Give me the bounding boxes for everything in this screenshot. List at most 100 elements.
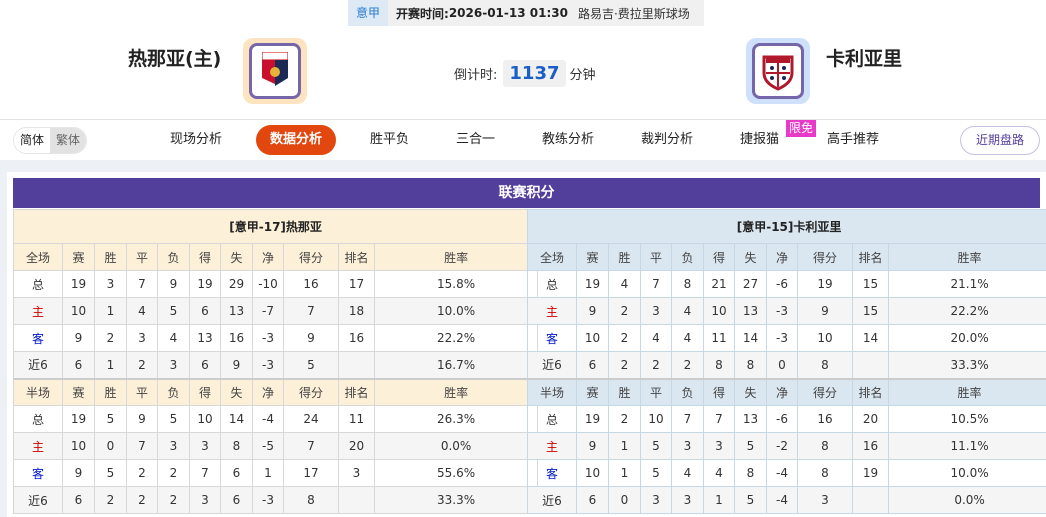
cell: 9	[576, 432, 609, 460]
kickoff-label: 开赛时间:	[396, 6, 449, 21]
cell: -3	[766, 297, 798, 325]
tab-win-draw-lose[interactable]: 胜平负	[370, 132, 410, 147]
home-team-logo[interactable]	[243, 38, 307, 104]
tab-three-in-one[interactable]: 三合一	[456, 132, 496, 147]
tab-jiebaomao[interactable]: 捷报猫	[740, 132, 780, 147]
cell: 1	[94, 297, 127, 325]
cell: 6	[189, 351, 221, 379]
cell: 7	[126, 432, 158, 460]
column-header: 净	[766, 243, 798, 271]
cell: 10.0%	[887, 459, 1046, 487]
lang-simplified[interactable]: 简体	[14, 128, 51, 153]
cell: 13	[220, 297, 253, 325]
cell: 5	[640, 432, 672, 460]
cell: 2	[126, 459, 158, 487]
cell: 16	[283, 270, 339, 298]
column-header: 全场	[527, 243, 577, 271]
table-row: 客 9 2 3 4 13 16 -3 9 16 22.2%	[13, 324, 539, 352]
cell: 8	[220, 432, 253, 460]
cell: -5	[252, 432, 284, 460]
column-header: 得分	[283, 243, 339, 271]
table-row: 近6 6 0 3 3 1 5 -4 3 0.0%	[527, 486, 1046, 514]
header-row: 半场赛胜平负得失净得分 排名 胜率	[527, 377, 1046, 406]
cell: 5	[283, 351, 339, 379]
row-label: 近6	[527, 486, 577, 514]
cell: 7	[640, 270, 672, 298]
league-tag[interactable]: 意甲	[348, 0, 389, 26]
cell: 1	[252, 459, 284, 487]
cell: 0.0%	[887, 486, 1046, 514]
tab-data-analysis[interactable]: 数据分析	[256, 125, 337, 155]
column-header: 胜率	[887, 377, 1046, 406]
cell: 9	[220, 351, 253, 379]
cell: 2	[608, 324, 641, 352]
cell: 8	[734, 351, 767, 379]
cell: 2	[608, 405, 641, 433]
header-row: 半场赛胜平负得失净得分 排名 胜率	[13, 377, 539, 406]
column-header: 胜	[94, 377, 127, 406]
tab-referee-analysis[interactable]: 裁判分析	[641, 132, 694, 147]
cell: 3	[640, 297, 672, 325]
cell: -4	[766, 459, 798, 487]
column-header: 赛	[576, 377, 609, 406]
row-label: 近6	[527, 351, 577, 379]
row-label: 客	[13, 324, 63, 352]
cell: 4	[703, 459, 735, 487]
column-header: 胜率	[373, 377, 539, 406]
column-header: 负	[671, 377, 704, 406]
home-standings-table: [意甲-17]热那亚 全场赛胜平负得失净得分 排名 胜率总 19 3 7 9 19 29 -10 16…	[12, 209, 539, 514]
cell	[852, 486, 889, 514]
column-header: 胜	[608, 377, 641, 406]
cell: 3	[126, 324, 158, 352]
cell: 22.2%	[373, 324, 539, 352]
cell: -2	[766, 432, 798, 460]
column-header: 全场	[13, 243, 63, 271]
cell: 7	[283, 432, 339, 460]
cell: 7	[283, 297, 339, 325]
cell: 8	[671, 270, 704, 298]
cell: 55.6%	[373, 459, 539, 487]
cell: 7	[703, 405, 735, 433]
cell: 21	[703, 270, 735, 298]
table-row: 近6 6 1 2 3 6 9 -3 5 16.7%	[13, 351, 539, 379]
cell: 13	[734, 297, 767, 325]
column-header: 负	[157, 243, 190, 271]
cell: 1	[608, 432, 641, 460]
cell: 1	[703, 486, 735, 514]
column-header: 净	[252, 377, 284, 406]
cell: 2	[126, 351, 158, 379]
tab-coach-analysis[interactable]: 教练分析	[542, 132, 595, 147]
cell: 7	[126, 270, 158, 298]
standings-title: 联赛积分	[13, 178, 1040, 208]
cell: -4	[766, 486, 798, 514]
cell: 7	[671, 405, 704, 433]
cell: 10	[576, 459, 609, 487]
countdown-label: 倒计时:	[454, 68, 498, 83]
column-header: 得	[189, 377, 221, 406]
cell: 6	[220, 459, 253, 487]
cell: 6	[189, 297, 221, 325]
column-header: 净	[252, 243, 284, 271]
cell: -3	[252, 351, 284, 379]
cell: 19	[189, 270, 221, 298]
row-label: 近6	[13, 351, 63, 379]
cell: 0.0%	[373, 432, 539, 460]
cell: 10	[797, 324, 853, 352]
lang-traditional[interactable]: 繁体	[50, 128, 87, 153]
cell: 3	[189, 486, 221, 514]
cell: 8	[797, 432, 853, 460]
cell: 4	[671, 297, 704, 325]
away-standings-table: [意甲-15]卡利亚里 全场赛胜平负得失净得分 排名 胜率总 19 4 7 8 21 27 -6 19…	[526, 209, 1046, 514]
cell: 2	[608, 351, 641, 379]
cell: 2	[671, 351, 704, 379]
tab-expert-picks[interactable]: 高手推荐	[827, 132, 880, 147]
away-team-logo[interactable]	[746, 38, 810, 104]
cell: -6	[766, 270, 798, 298]
tab-live-analysis[interactable]: 现场分析	[170, 132, 223, 147]
column-header: 平	[126, 243, 158, 271]
away-team-name[interactable]: 卡利亚里	[826, 48, 903, 70]
recent-trend-button[interactable]: 近期盘路	[960, 126, 1040, 155]
cell	[852, 351, 889, 379]
cell: 19	[576, 270, 609, 298]
home-team-name[interactable]: 热那亚(主)	[128, 48, 222, 70]
